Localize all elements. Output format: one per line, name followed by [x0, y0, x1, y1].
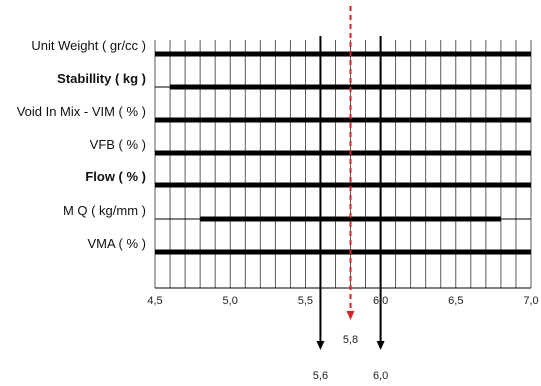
row-label: VMA ( % )	[87, 236, 146, 251]
x-tick-label: 5,5	[298, 295, 313, 307]
row-label: Flow ( % )	[85, 169, 146, 184]
row-label: Void In Mix - VIM ( % )	[17, 104, 146, 119]
markers: 5,6 5,8 6,0	[313, 6, 388, 382]
marker-label: 5,6	[313, 370, 328, 382]
row-label: Unit Weight ( gr/cc )	[31, 38, 146, 53]
row-labels: Unit Weight ( gr/cc ) Stabillity ( kg ) Vo…	[17, 38, 146, 251]
row-label: VFB ( % )	[90, 137, 146, 152]
x-axis: 4,55,05,56,06,57,0	[147, 295, 538, 307]
marker-arrowhead	[346, 311, 355, 320]
marker-label: 6,0	[373, 370, 388, 382]
marker-label: 5,8	[343, 334, 358, 346]
row-label: M Q ( kg/mm )	[63, 203, 146, 218]
row-label: Stabillity ( kg )	[57, 71, 146, 86]
range-bars	[155, 51, 531, 255]
x-tick-label: 6,5	[448, 295, 463, 307]
x-tick-label: 5,0	[223, 295, 238, 307]
x-tick-label: 7,0	[523, 295, 538, 307]
x-tick-label: 4,5	[147, 295, 162, 307]
marker-arrowhead	[376, 341, 385, 350]
marker-arrowhead	[316, 341, 325, 350]
